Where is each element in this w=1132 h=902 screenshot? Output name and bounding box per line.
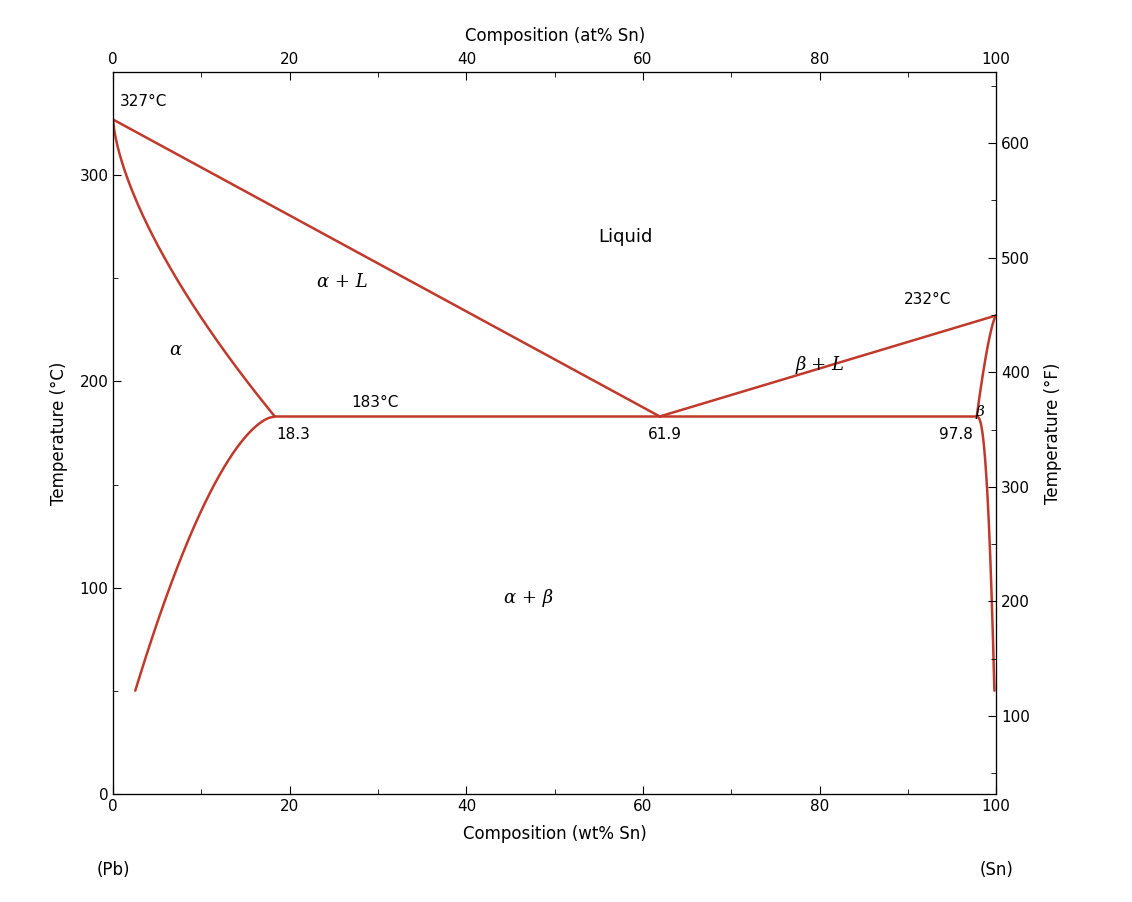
Text: 97.8: 97.8 <box>938 427 972 442</box>
Text: 61.9: 61.9 <box>648 427 681 442</box>
Y-axis label: Temperature (°C): Temperature (°C) <box>50 362 68 504</box>
Text: (Pb): (Pb) <box>96 861 130 879</box>
X-axis label: Composition (wt% Sn): Composition (wt% Sn) <box>463 824 646 842</box>
Text: 327°C: 327°C <box>120 95 168 109</box>
Text: β + L: β + L <box>795 356 844 374</box>
Text: 232°C: 232°C <box>903 292 951 308</box>
Text: Liquid: Liquid <box>598 228 652 246</box>
X-axis label: Composition (at% Sn): Composition (at% Sn) <box>464 27 645 45</box>
Text: β: β <box>976 405 985 419</box>
Text: 183°C: 183°C <box>352 395 398 410</box>
Y-axis label: Temperature (°F): Temperature (°F) <box>1044 363 1062 503</box>
Text: 18.3: 18.3 <box>276 427 310 442</box>
Text: (Sn): (Sn) <box>979 861 1013 879</box>
Text: α + L: α + L <box>317 273 368 291</box>
Text: α: α <box>169 342 181 360</box>
Text: α + β: α + β <box>504 589 552 607</box>
